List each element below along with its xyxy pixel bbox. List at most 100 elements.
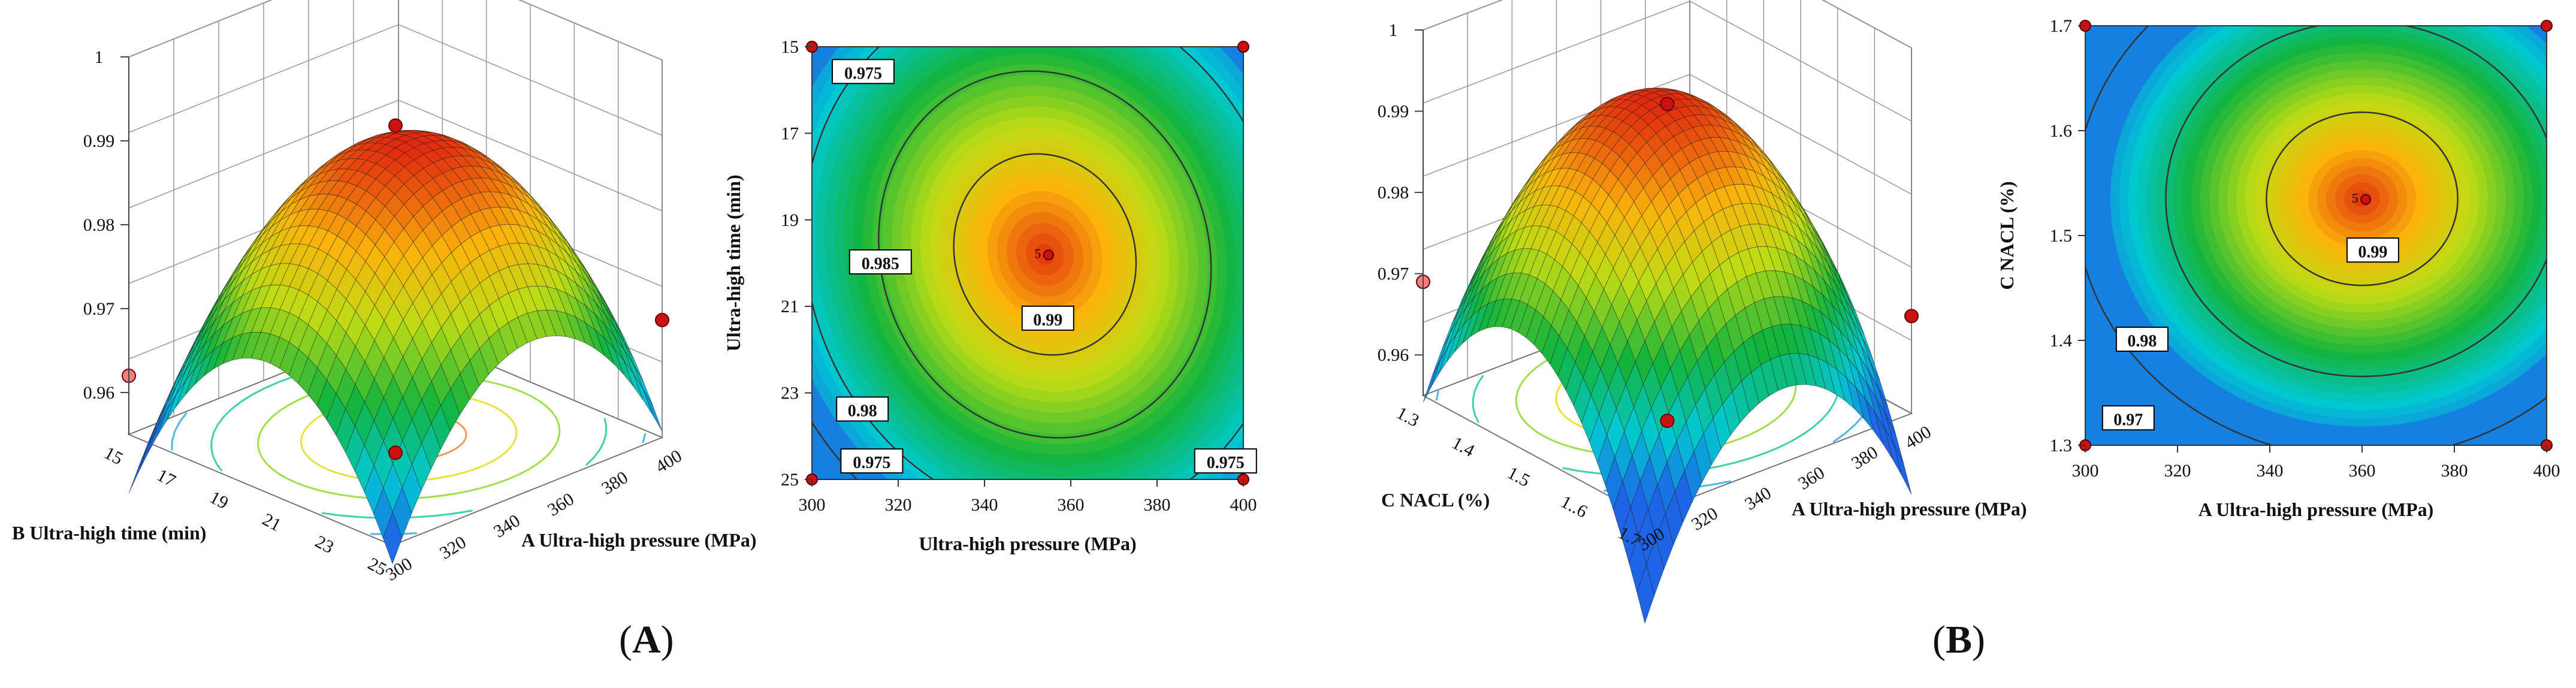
x-tick-label: 340 [490,511,524,542]
y-tick-label: 1..6 [1557,491,1590,521]
contour-line [878,70,1212,439]
x-tick-label: 340 [971,495,998,515]
y-tick-label: 19 [781,210,799,230]
panel-label-a: (A) [619,618,674,662]
floor-contour [1435,390,1440,401]
contour-label-box [2101,405,2155,431]
x-tick-label: 400 [1901,422,1935,453]
y-tick-label: 21 [259,509,284,535]
y-tick-label: 17 [153,465,179,491]
x-tick-label: 320 [2164,461,2191,481]
x-tick-label: 300 [382,554,416,585]
contour-label: 0.99 [1033,311,1062,330]
design-point [1660,414,1675,429]
panel-label-b: (B) [1932,618,1985,662]
contour-label: 0.98 [848,402,877,420]
surface-facet [1894,444,1912,495]
z-tick-label: 0.99 [83,131,115,151]
y-tick-label: 19 [206,487,231,513]
x-tick-label: 360 [2349,461,2376,481]
x-tick-label: 380 [2441,461,2468,481]
surface-facet [1636,563,1655,624]
y-axis-title: C NACL (%) [1381,489,1490,511]
y-axis-title: B Ultra-high time (min) [12,522,206,544]
contour-line [953,153,1137,356]
contour-label-box [1021,305,1074,331]
contour-label-box [2346,237,2399,263]
x-tick-label: 380 [1848,442,1882,473]
y-tick-label: 1.5 [1504,463,1533,491]
z-tick-label: 1 [95,47,104,67]
x-axis-title: A Ultra-high pressure (MPa) [2198,499,2434,520]
z-tick-label: 0.98 [83,215,115,235]
corner-design-point [2541,20,2553,32]
contour-line [812,47,1243,479]
x-tick-label: 340 [2257,461,2284,481]
surface-plot-a: 0.96 0.97 0.98 0.99 1 300 320 340 360 380 400 15 17 1… [12,0,757,585]
contour-plot-a: 0.975 0.985 0.99 0.98 0.975 0.975 5 300 320 340 36… [723,37,1257,554]
x-tick-label: 400 [2533,461,2560,481]
x-tick-label: 380 [598,467,632,499]
x-tick-label: 400 [1230,495,1257,515]
y-tick-label: 1.7 [2050,16,2073,36]
contour-fill [2085,26,2547,445]
z-tick-label: 0.98 [1378,183,1409,203]
y-tick-label: 1.3 [2050,436,2073,455]
x-axis-title: Ultra-high pressure (MPa) [919,533,1136,554]
design-point [655,313,669,327]
contour-label: 0.975 [853,454,890,472]
y-tick-label: 1.3 [1393,403,1423,431]
x-tick-label: 360 [544,489,578,520]
z-tick-label: 1 [1389,20,1398,40]
x-tick-label: 300 [2072,461,2099,481]
contour-label-box [840,448,904,474]
contour-label: 0.975 [1207,454,1245,472]
x-tick-label: 340 [1741,483,1775,514]
contour-label: 0.98 [2127,332,2157,351]
y-tick-label: 23 [312,532,337,557]
x-tick-label: 400 [652,446,685,477]
center-design-point [2360,194,2371,205]
floor-contour [585,418,608,466]
contour-line [2165,26,2547,378]
y-tick-label: 17 [781,123,799,143]
center-point-label: 5 [2352,191,2358,206]
contour-label-box [832,59,895,85]
contour-label: 0.97 [2113,411,2143,429]
contour-fill [812,47,1243,479]
contour-plot-b: 0.99 0.98 0.97 5 300 320 340 360 380 400 1.3 1.4 1.5… [1996,16,2560,520]
x-axis-title: A Ultra-high pressure (MPa) [1792,498,2027,520]
design-point [1660,96,1675,111]
y-tick-label: 15 [781,37,799,57]
x-tick-label: 380 [1144,495,1171,515]
y-tick-label: 1.6 [2050,121,2073,141]
z-tick-label: 0.97 [83,299,115,319]
z-tick-label: 0.97 [1378,264,1409,284]
x-tick-label: 360 [1795,463,1828,494]
x-tick-label: 320 [1688,503,1722,535]
contour-line [2266,111,2459,286]
floor-contour [642,433,647,443]
design-point [1904,309,1919,324]
y-tick-label: 25 [781,470,799,490]
surface-plot-b: 0.960.970.980.9913003203403603804001.31.… [1378,0,2027,624]
contour-label-box [848,249,912,274]
z-tick-label: 0.99 [1378,102,1409,122]
y-tick-label: 21 [781,297,799,316]
contour-label-box [2115,327,2169,352]
floor-contour [171,412,188,451]
y-tick-label: 1.4 [2050,331,2073,351]
surface-facet [128,446,149,494]
x-axis-title: A Ultra-high pressure (MPa) [521,529,757,551]
contour-label: 0.975 [844,64,882,83]
center-design-point [1043,249,1054,261]
y-tick-label: 23 [781,384,799,403]
y-tick-label: 1.5 [2050,226,2073,246]
y-axis-title: Ultra-high time (min) [723,174,744,351]
y-tick-label: 25 [364,554,389,580]
x-tick-label: 360 [1058,495,1085,515]
contour-label-box [836,396,889,422]
design-point [388,118,403,133]
surface-facet [382,511,403,565]
